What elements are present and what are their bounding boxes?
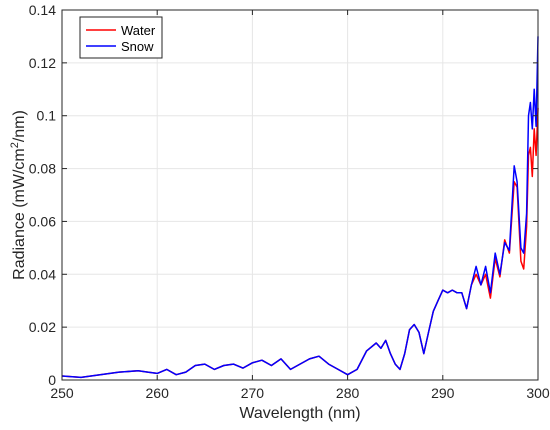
y-tick-label-0-1: 0.1: [37, 108, 57, 124]
y-axis-title-suffix: /nm): [11, 110, 28, 142]
series-line-snow: [61, 36, 539, 379]
y-tick-label-0-14: 0.14: [29, 2, 56, 18]
y-axis-title-prefix: Radiance (mW/cm: [11, 148, 28, 280]
legend-label-water: Water: [121, 23, 156, 38]
plot-background: [62, 10, 538, 380]
legend: Water Snow: [79, 16, 163, 59]
legend-box: [79, 16, 163, 59]
y-tick-label-0-04: 0.04: [29, 266, 56, 282]
series-layer: [61, 36, 539, 379]
x-tick-label-270: 270: [241, 385, 265, 401]
y-axis-title-superscript: 2: [9, 142, 21, 148]
plot-frame: [61, 9, 539, 381]
y-axis-title: Radiance (mW/cm2/nm): [9, 110, 28, 280]
axis-ticks: 250 260 270 280 290 300 0 0.02 0.04 0.06 0.08 0.1 0.…: [29, 2, 550, 401]
x-tick-label-280: 280: [336, 385, 360, 401]
y-tick-label-0-12: 0.12: [29, 55, 56, 71]
x-tick-label-300: 300: [526, 385, 550, 401]
y-tick-label-0-08: 0.08: [29, 161, 56, 177]
legend-label-snow: Snow: [121, 39, 154, 54]
y-tick-label-0: 0: [48, 372, 56, 388]
x-tick-label-250: 250: [50, 385, 74, 401]
y-tick-label-0-06: 0.06: [29, 213, 56, 229]
x-tick-label-260: 260: [146, 385, 170, 401]
x-axis-title: Wavelength (nm): [239, 405, 360, 422]
y-tick-label-0-02: 0.02: [29, 319, 56, 335]
x-tick-label-290: 290: [431, 385, 455, 401]
